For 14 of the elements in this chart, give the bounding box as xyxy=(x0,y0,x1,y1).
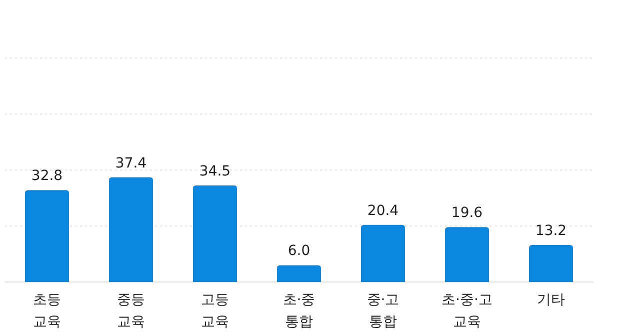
data-label: 37.4 xyxy=(115,155,147,172)
x-tick-label: 초·중·고 교육 xyxy=(442,292,492,330)
x-tick-label: 초·중 통합 xyxy=(282,292,316,330)
x-tick-label: 기타 xyxy=(537,292,565,308)
x-tick-label: 고등 교육 xyxy=(201,292,229,330)
data-label: 13.2 xyxy=(535,223,567,240)
x-tick-label: 초등 교육 xyxy=(33,292,61,330)
data-label: 20.4 xyxy=(367,202,399,219)
x-tick-label: 중·고 통합 xyxy=(366,292,400,330)
data-label: 6.0 xyxy=(288,243,310,260)
data-label: 32.8 xyxy=(31,168,63,184)
x-tick-label: 중등 교육 xyxy=(117,292,145,330)
data-label: 19.6 xyxy=(451,205,483,222)
data-label: 34.5 xyxy=(199,163,231,180)
